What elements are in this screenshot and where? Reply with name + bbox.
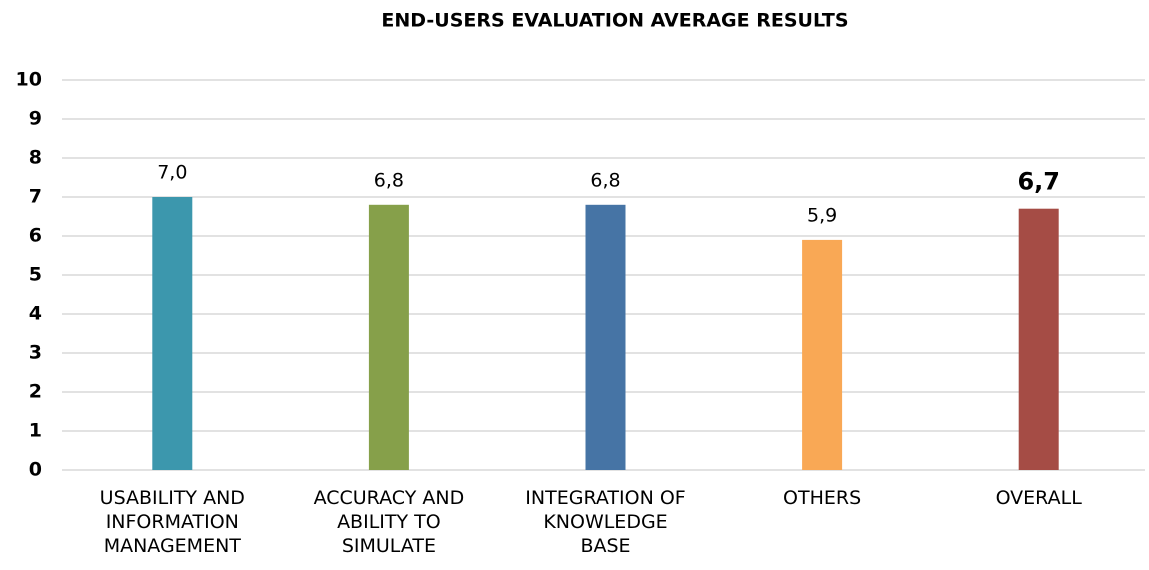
value-label: 7,0 bbox=[157, 162, 187, 184]
x-tick-label: ACCURACY AND ABILITY TO SIMULATE bbox=[313, 487, 465, 557]
chart-title: END-USERS EVALUATION AVERAGE RESULTS bbox=[381, 10, 848, 32]
x-tick-label: USABILITY AND INFORMATION MANAGEMENT bbox=[99, 487, 245, 557]
bar bbox=[368, 204, 409, 471]
y-tick-label: 2 bbox=[29, 381, 42, 403]
value-label: 5,9 bbox=[807, 204, 837, 226]
bar bbox=[1018, 208, 1059, 470]
y-tick-label: 8 bbox=[29, 147, 42, 169]
value-label: 6,7 bbox=[1017, 168, 1060, 196]
value-label: 6,8 bbox=[374, 169, 404, 191]
y-tick-label: 9 bbox=[29, 108, 42, 130]
x-tick-label: OVERALL bbox=[995, 487, 1082, 509]
y-tick-label: 4 bbox=[29, 303, 42, 325]
bar bbox=[585, 204, 626, 471]
y-tick-label: 5 bbox=[29, 264, 42, 286]
y-tick-label: 10 bbox=[16, 69, 42, 91]
y-tick-label: 0 bbox=[29, 459, 42, 481]
x-tick-label: INTEGRATION OF KNOWLEDGE BASE bbox=[525, 487, 686, 557]
x-tick-label: OTHERS bbox=[783, 487, 862, 509]
bar bbox=[802, 239, 843, 470]
y-tick-label: 3 bbox=[29, 342, 42, 364]
y-tick-label: 7 bbox=[29, 186, 42, 208]
bar bbox=[152, 197, 193, 470]
value-label: 6,8 bbox=[590, 169, 620, 191]
y-tick-label: 6 bbox=[29, 225, 42, 247]
y-tick-label: 1 bbox=[29, 420, 42, 442]
